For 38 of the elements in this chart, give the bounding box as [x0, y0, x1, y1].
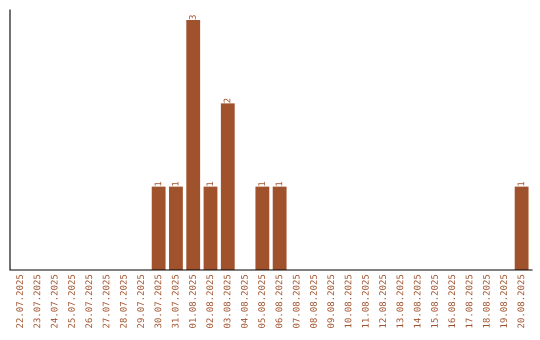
- x-tick-label: 04.08.2025: [240, 274, 248, 328]
- x-tick-label: 02.08.2025: [206, 274, 214, 328]
- x-tick-label: 08.08.2025: [310, 274, 317, 328]
- x-tick-label: 18.08.2025: [482, 274, 490, 328]
- x-tick-label: 03.08.2025: [224, 274, 230, 328]
- x-tick-label: 07.08.2025: [292, 274, 300, 328]
- x-tick-label: 17.08.2025: [466, 274, 472, 328]
- x-tick-label: 19.08.2025: [500, 274, 507, 328]
- x-tick-label: 25.07.2025: [68, 274, 75, 328]
- x-tick-label: 05.08.2025: [258, 274, 265, 328]
- data-label: 1: [276, 182, 282, 186]
- x-tick-label: 14.08.2025: [414, 274, 421, 328]
- x-tick-label: 12.08.2025: [379, 274, 386, 328]
- data-label: 1: [206, 182, 214, 186]
- x-tick-label: 01.08.2025: [189, 274, 196, 328]
- x-tick-label: 27.07.2025: [102, 274, 110, 328]
- x-tick-label: 26.07.2025: [85, 274, 92, 328]
- x-tick-label: 30.07.2025: [154, 274, 162, 328]
- data-label: 1: [258, 182, 265, 186]
- x-tick-label: 06.08.2025: [275, 274, 282, 328]
- x-tick-label: 20.08.2025: [517, 274, 524, 328]
- x-tick-label: 31.07.2025: [172, 274, 179, 328]
- x-tick-label: 10.08.2025: [344, 274, 352, 328]
- x-tick-label: 09.08.2025: [327, 274, 334, 328]
- x-tick-label: 13.08.2025: [396, 274, 404, 328]
- x-tick-label: 28.07.2025: [120, 274, 127, 328]
- x-tick-label: 23.07.2025: [33, 274, 40, 328]
- x-tick-label: 15.08.2025: [431, 274, 438, 328]
- x-tick-label: 11.08.2025: [362, 274, 369, 328]
- x-tick-label: 24.07.2025: [50, 274, 58, 328]
- x-tick-label: 22.07.2025: [16, 274, 24, 328]
- data-label: 1: [154, 182, 162, 186]
- x-tick-label: 16.08.2025: [448, 274, 456, 328]
- x-tick-label: 29.07.2025: [137, 274, 144, 328]
- data-label: 1: [518, 182, 524, 186]
- data-label: 2: [224, 98, 230, 103]
- data-label: 1: [172, 182, 178, 186]
- data-label: 3: [189, 15, 196, 20]
